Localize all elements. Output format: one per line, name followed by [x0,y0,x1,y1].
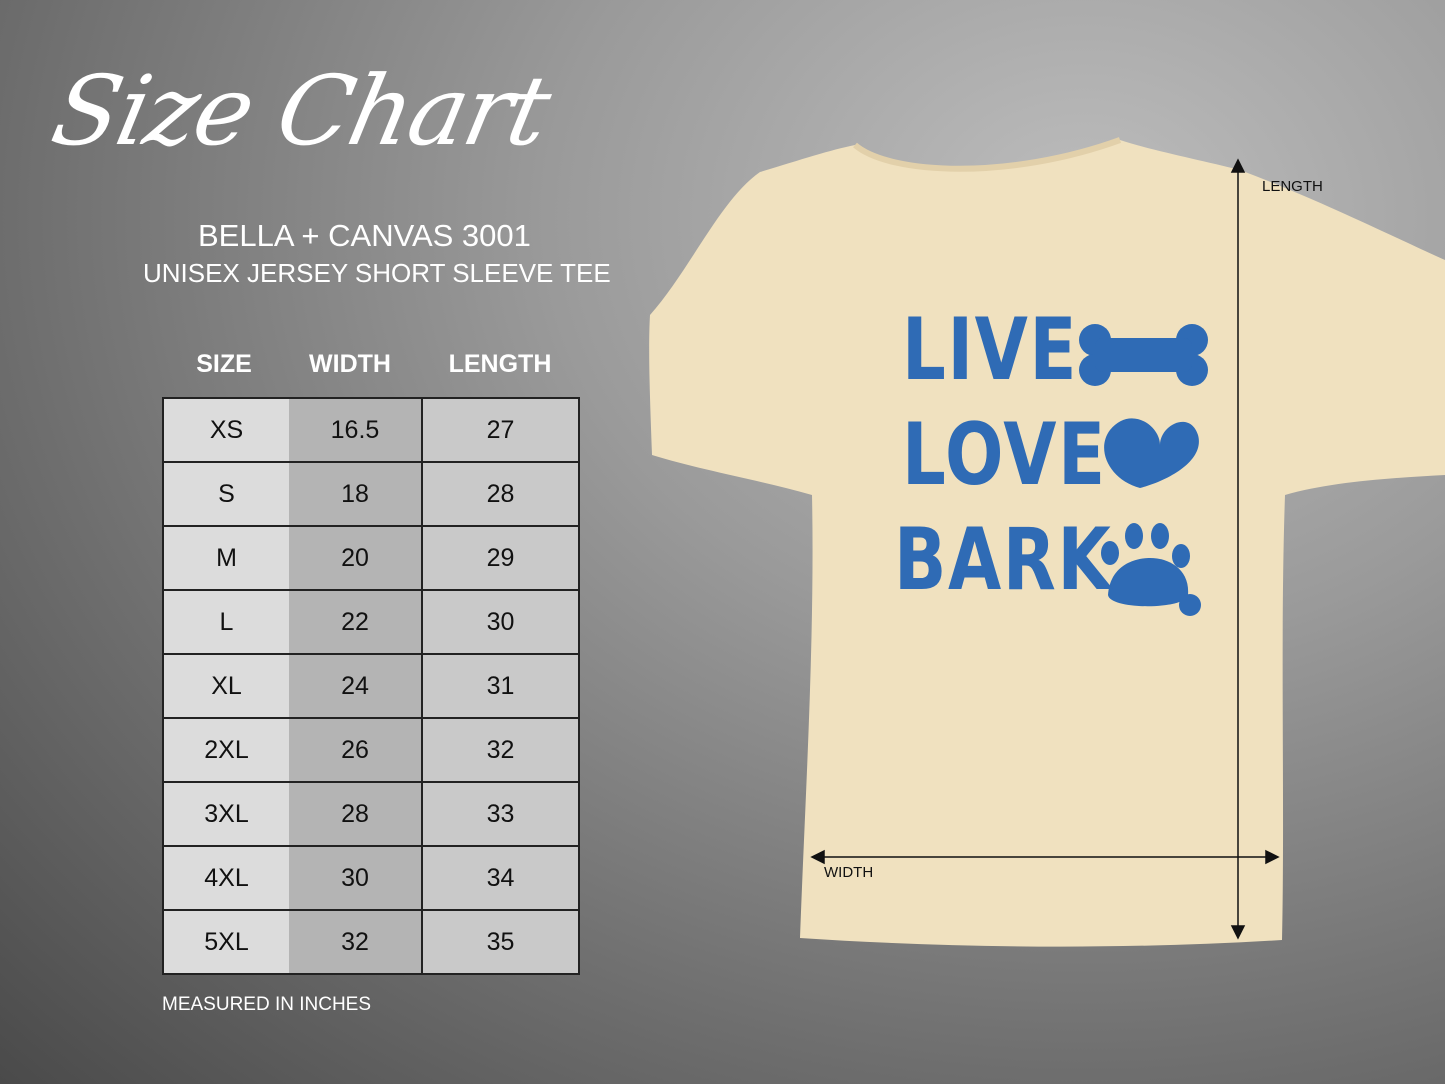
width-cell: 32 [289,909,423,975]
table-row: 2XL 26 32 [163,717,579,783]
print-line-bark: BARK [894,510,1113,610]
width-cell: 30 [289,845,423,911]
table-row: L 22 30 [163,589,579,655]
size-table: XS 16.5 27 S 18 28 M 20 29 L 22 30 XL 24 31 2XL 26 32 3XL 2… [162,397,580,975]
arrow-up-icon [1230,158,1246,173]
units-note: MEASURED IN INCHES [162,994,372,1015]
table-row: M 20 29 [163,525,579,591]
header-length: LENGTH [448,350,552,378]
length-cell: 34 [422,845,579,911]
width-label: WIDTH [824,864,874,881]
length-cell: 31 [422,653,579,719]
brand-model: BELLA + CANVAS 3001 [198,218,531,253]
header-width: WIDTH [309,350,391,378]
length-cell: 29 [422,525,579,591]
size-cell: 2XL [163,717,289,783]
arrow-right-icon [1265,849,1280,865]
table-row: 5XL 32 35 [163,909,579,975]
heart-icon [1104,418,1199,488]
length-cell: 35 [422,909,579,975]
length-cell: 27 [422,397,579,463]
length-cell: 30 [422,589,579,655]
arrow-down-icon [1230,925,1246,940]
width-cell: 24 [289,653,423,719]
table-row: 4XL 30 34 [163,845,579,911]
length-cell: 33 [422,781,579,847]
arrow-left-icon [810,849,825,865]
product-name: UNISEX JERSEY SHORT SLEEVE TEE [143,258,611,288]
length-label: LENGTH [1262,178,1323,195]
width-cell: 26 [289,717,423,783]
header-size: SIZE [196,350,252,378]
brand-logo [1179,594,1201,616]
size-cell: XL [163,653,289,719]
bone-icon [1079,324,1208,386]
width-cell: 22 [289,589,423,655]
print-line-love: LOVE [902,405,1107,505]
size-cell: L [163,589,289,655]
width-cell: 18 [289,461,423,527]
length-cell: 32 [422,717,579,783]
length-cell: 28 [422,461,579,527]
table-row: 3XL 28 33 [163,781,579,847]
size-cell: M [163,525,289,591]
width-cell: 20 [289,525,423,591]
width-cell: 28 [289,781,423,847]
paw-icon [1101,523,1190,607]
tshirt-body [649,140,1445,947]
width-cell: 16.5 [289,397,423,463]
size-cell: S [163,461,289,527]
size-cell: XS [163,397,289,463]
size-cell: 4XL [163,845,289,911]
table-row: XL 24 31 [163,653,579,719]
size-cell: 3XL [163,781,289,847]
table-row: S 18 28 [163,461,579,527]
print-line-live: LIVE [902,300,1079,400]
table-row: XS 16.5 27 [163,397,579,463]
size-cell: 5XL [163,909,289,975]
